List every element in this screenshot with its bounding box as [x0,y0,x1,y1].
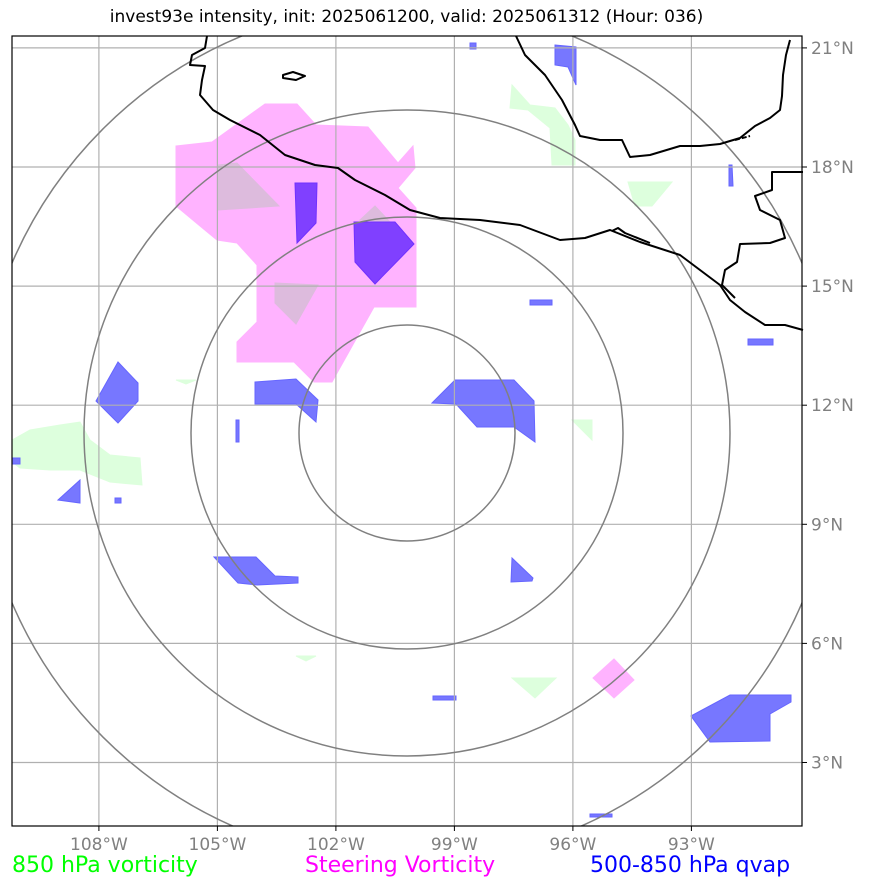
range-ring [190,216,624,650]
lat-tick-label: 12°N [811,396,854,416]
lon-tick-label: 108°W [70,835,128,855]
range-ring [83,109,731,757]
lon-tick-label: 99°W [431,835,478,855]
lat-tick-label: 21°N [811,39,854,59]
lon-tick-label: 102°W [307,835,365,855]
coastline [189,35,804,331]
lat-tick-label: 18°N [811,158,854,178]
legend-850-vorticity: 850 hPa vorticity [12,853,198,878]
overlap-areas [294,182,415,285]
gridlines [12,36,802,826]
range-ring [298,324,516,542]
qvap-areas [11,42,792,818]
lon-tick-label: 93°W [668,835,715,855]
lon-tick-label: 96°W [549,835,596,855]
legend-500-850-qvap: 500-850 hPa qvap [590,853,791,878]
steering-vorticity-areas [175,103,635,699]
vorticity-850-areas [11,83,674,699]
range-rings [12,36,802,826]
map-frame [11,35,803,827]
legend-steering-vorticity: Steering Vorticity [305,853,496,878]
lat-tick-label: 6°N [811,634,843,654]
lat-tick-label: 9°N [811,515,843,535]
lat-tick-label: 15°N [811,277,854,297]
figure-title: invest93e intensity, init: 2025061200, v… [109,7,704,27]
axis-ticks: 108°W 105°W 102°W 99°W 96°W 93°W 21°N 18°N 15°N 1… [70,39,854,855]
lon-tick-label: 105°W [189,835,247,855]
lat-tick-label: 3°N [811,753,843,773]
field-layer [11,42,792,818]
